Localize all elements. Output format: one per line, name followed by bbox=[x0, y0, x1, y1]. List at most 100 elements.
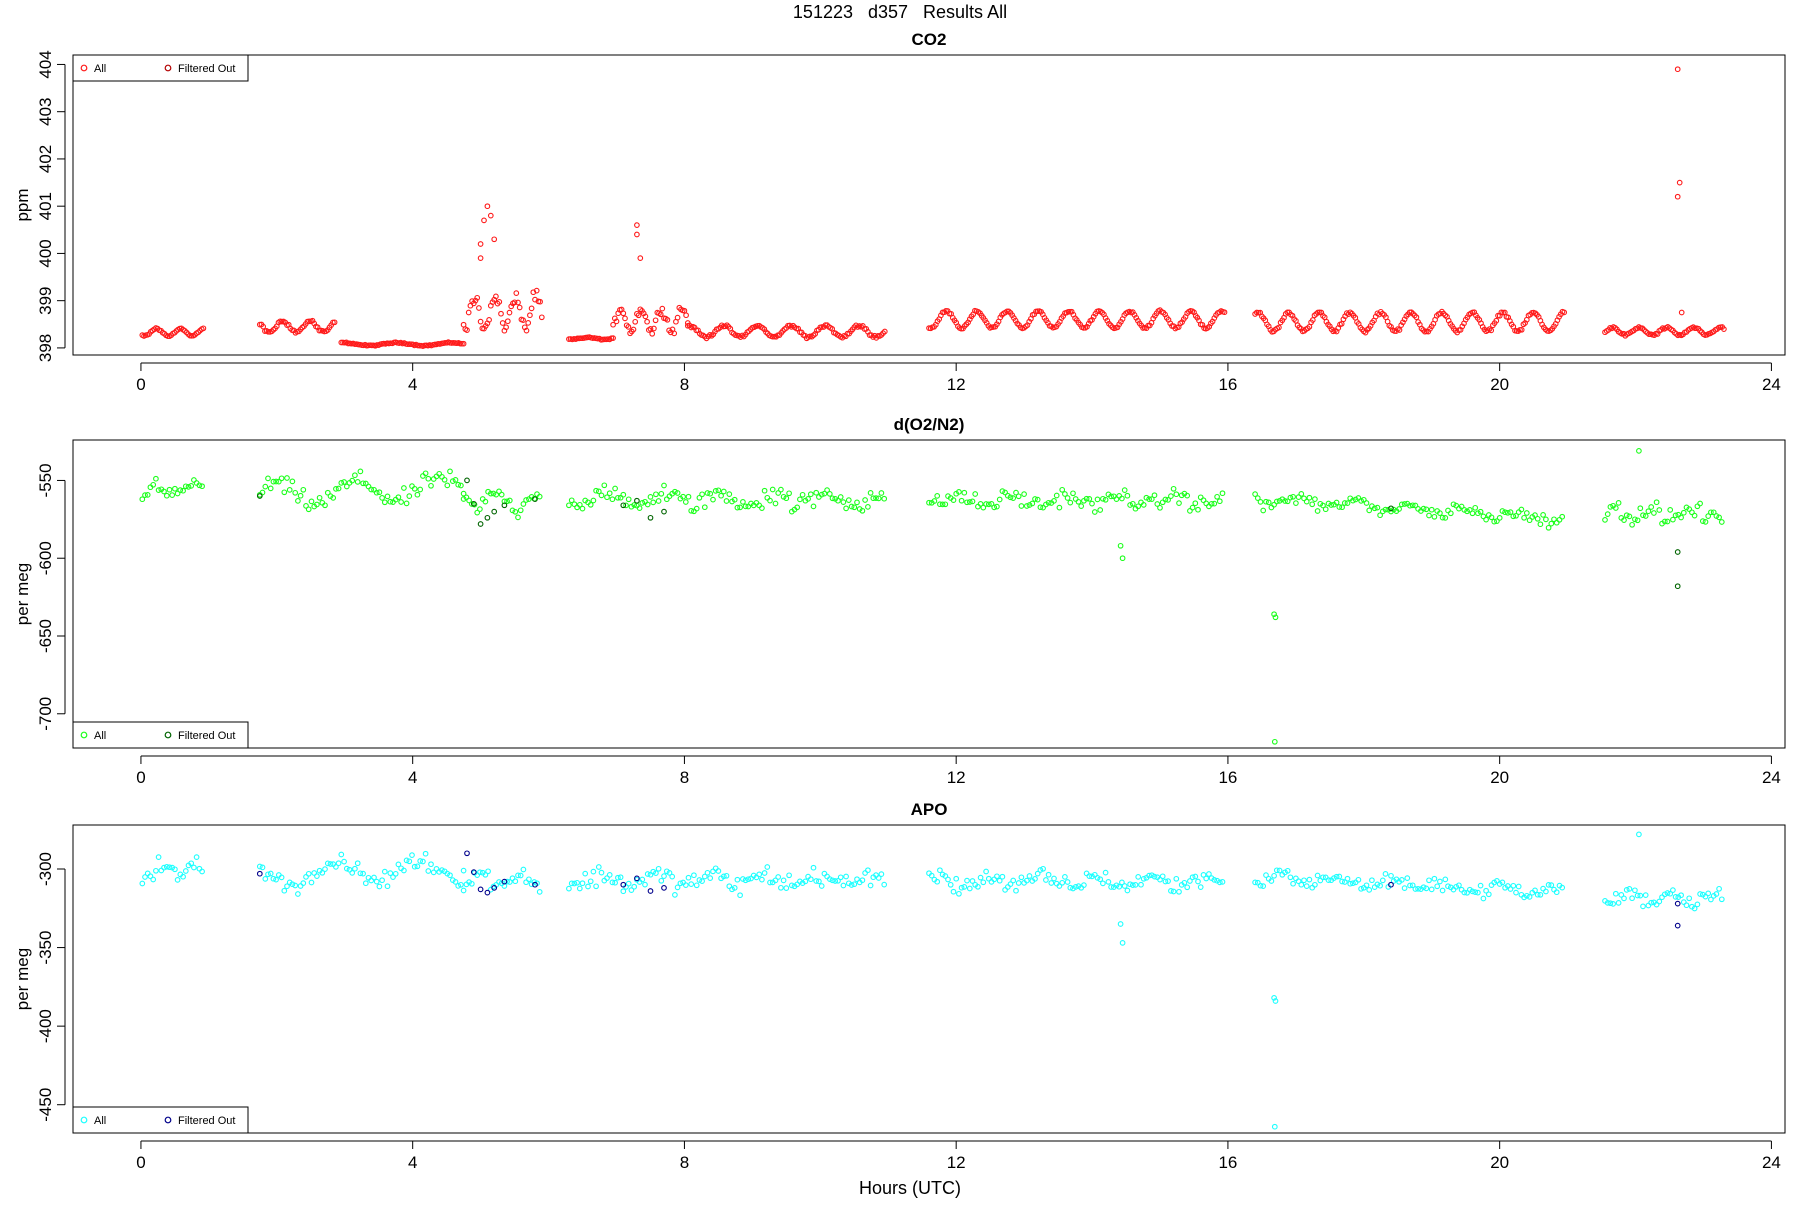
legend-marker-all bbox=[80, 731, 88, 739]
data-point bbox=[343, 865, 350, 872]
data-point bbox=[390, 874, 396, 880]
data-point bbox=[1442, 876, 1449, 883]
data-point bbox=[1089, 500, 1095, 507]
filtered-point bbox=[464, 850, 470, 857]
data-point bbox=[786, 490, 792, 497]
data-point bbox=[1216, 879, 1223, 886]
data-point bbox=[1148, 496, 1155, 502]
data-point bbox=[958, 497, 965, 504]
data-point bbox=[826, 876, 833, 882]
data-point bbox=[1062, 491, 1068, 497]
data-point bbox=[384, 493, 391, 500]
x-tick-label: 16 bbox=[1218, 1153, 1237, 1172]
data-point bbox=[577, 335, 584, 342]
data-point bbox=[516, 304, 523, 311]
data-point bbox=[625, 880, 632, 887]
data-point bbox=[1056, 504, 1063, 511]
data-point bbox=[1629, 521, 1635, 528]
data-point bbox=[1072, 496, 1079, 502]
data-point bbox=[1023, 877, 1030, 884]
data-point bbox=[745, 876, 752, 883]
data-point bbox=[816, 878, 822, 885]
data-point bbox=[1119, 495, 1125, 502]
co2-panel: CO2 ppm 0 4 8 12 16 20 24 398 399 400 401 402 403 404 Al… bbox=[13, 30, 1786, 394]
data-point bbox=[1162, 878, 1169, 885]
data-point bbox=[155, 854, 162, 860]
data-point bbox=[158, 867, 165, 874]
data-point bbox=[1195, 506, 1201, 513]
data-point bbox=[458, 881, 464, 888]
data-point bbox=[444, 482, 451, 489]
data-point bbox=[1692, 325, 1698, 332]
data-point bbox=[352, 472, 358, 479]
data-point bbox=[767, 497, 773, 504]
data-point bbox=[1697, 500, 1703, 507]
data-point bbox=[1648, 899, 1655, 906]
data-point bbox=[303, 503, 309, 509]
data-point bbox=[1312, 496, 1318, 502]
data-point bbox=[1634, 892, 1641, 899]
data-point bbox=[474, 294, 481, 301]
data-point bbox=[1173, 491, 1180, 498]
data-point bbox=[734, 504, 741, 511]
data-point bbox=[761, 870, 768, 876]
data-point bbox=[953, 875, 960, 882]
data-point bbox=[620, 310, 627, 317]
data-point bbox=[620, 888, 627, 895]
data-point bbox=[1507, 509, 1514, 515]
data-point bbox=[273, 876, 279, 883]
data-point bbox=[338, 480, 345, 486]
data-point bbox=[704, 490, 711, 496]
data-point bbox=[1083, 870, 1090, 877]
data-point bbox=[1483, 516, 1489, 523]
data-point bbox=[1117, 542, 1124, 549]
data-point bbox=[1260, 883, 1267, 889]
legend-label-filtered: Filtered Out bbox=[178, 1115, 235, 1127]
data-point bbox=[188, 483, 195, 489]
data-point bbox=[1282, 498, 1288, 504]
filtered-point bbox=[464, 477, 470, 484]
data-point bbox=[177, 487, 184, 493]
data-point bbox=[799, 880, 806, 886]
data-point bbox=[379, 877, 385, 884]
data-point bbox=[392, 870, 399, 877]
filtered-point bbox=[256, 870, 263, 877]
data-point bbox=[1502, 509, 1508, 516]
data-point bbox=[1322, 506, 1329, 513]
data-point bbox=[958, 884, 965, 891]
data-point bbox=[630, 326, 637, 333]
data-point bbox=[200, 325, 207, 332]
data-point bbox=[854, 499, 860, 506]
data-point bbox=[1265, 499, 1272, 506]
data-point bbox=[422, 470, 429, 477]
data-point bbox=[632, 318, 639, 325]
data-point bbox=[401, 867, 407, 874]
data-point bbox=[1091, 509, 1098, 515]
filtered-point bbox=[491, 885, 498, 891]
y-tick-label: 399 bbox=[36, 286, 55, 314]
data-point bbox=[848, 882, 855, 888]
data-point bbox=[1670, 887, 1676, 893]
data-point bbox=[1515, 883, 1522, 890]
data-point bbox=[172, 866, 178, 873]
data-point bbox=[807, 491, 814, 498]
x-tick-label: 20 bbox=[1490, 375, 1509, 394]
data-point bbox=[468, 501, 475, 507]
data-point bbox=[865, 867, 871, 874]
data-point bbox=[1350, 880, 1356, 887]
data-point bbox=[1504, 509, 1511, 516]
data-point bbox=[1211, 877, 1218, 883]
data-point bbox=[794, 504, 801, 511]
data-point bbox=[1260, 507, 1267, 514]
data-point bbox=[491, 236, 498, 243]
data-point bbox=[980, 879, 987, 886]
data-point bbox=[1513, 512, 1519, 519]
data-point bbox=[875, 875, 882, 881]
data-point bbox=[1157, 876, 1163, 883]
data-point bbox=[428, 861, 434, 868]
data-point bbox=[420, 473, 426, 479]
data-point bbox=[262, 876, 269, 882]
data-point bbox=[818, 491, 825, 498]
data-point bbox=[928, 872, 935, 879]
data-point bbox=[1271, 995, 1277, 1001]
